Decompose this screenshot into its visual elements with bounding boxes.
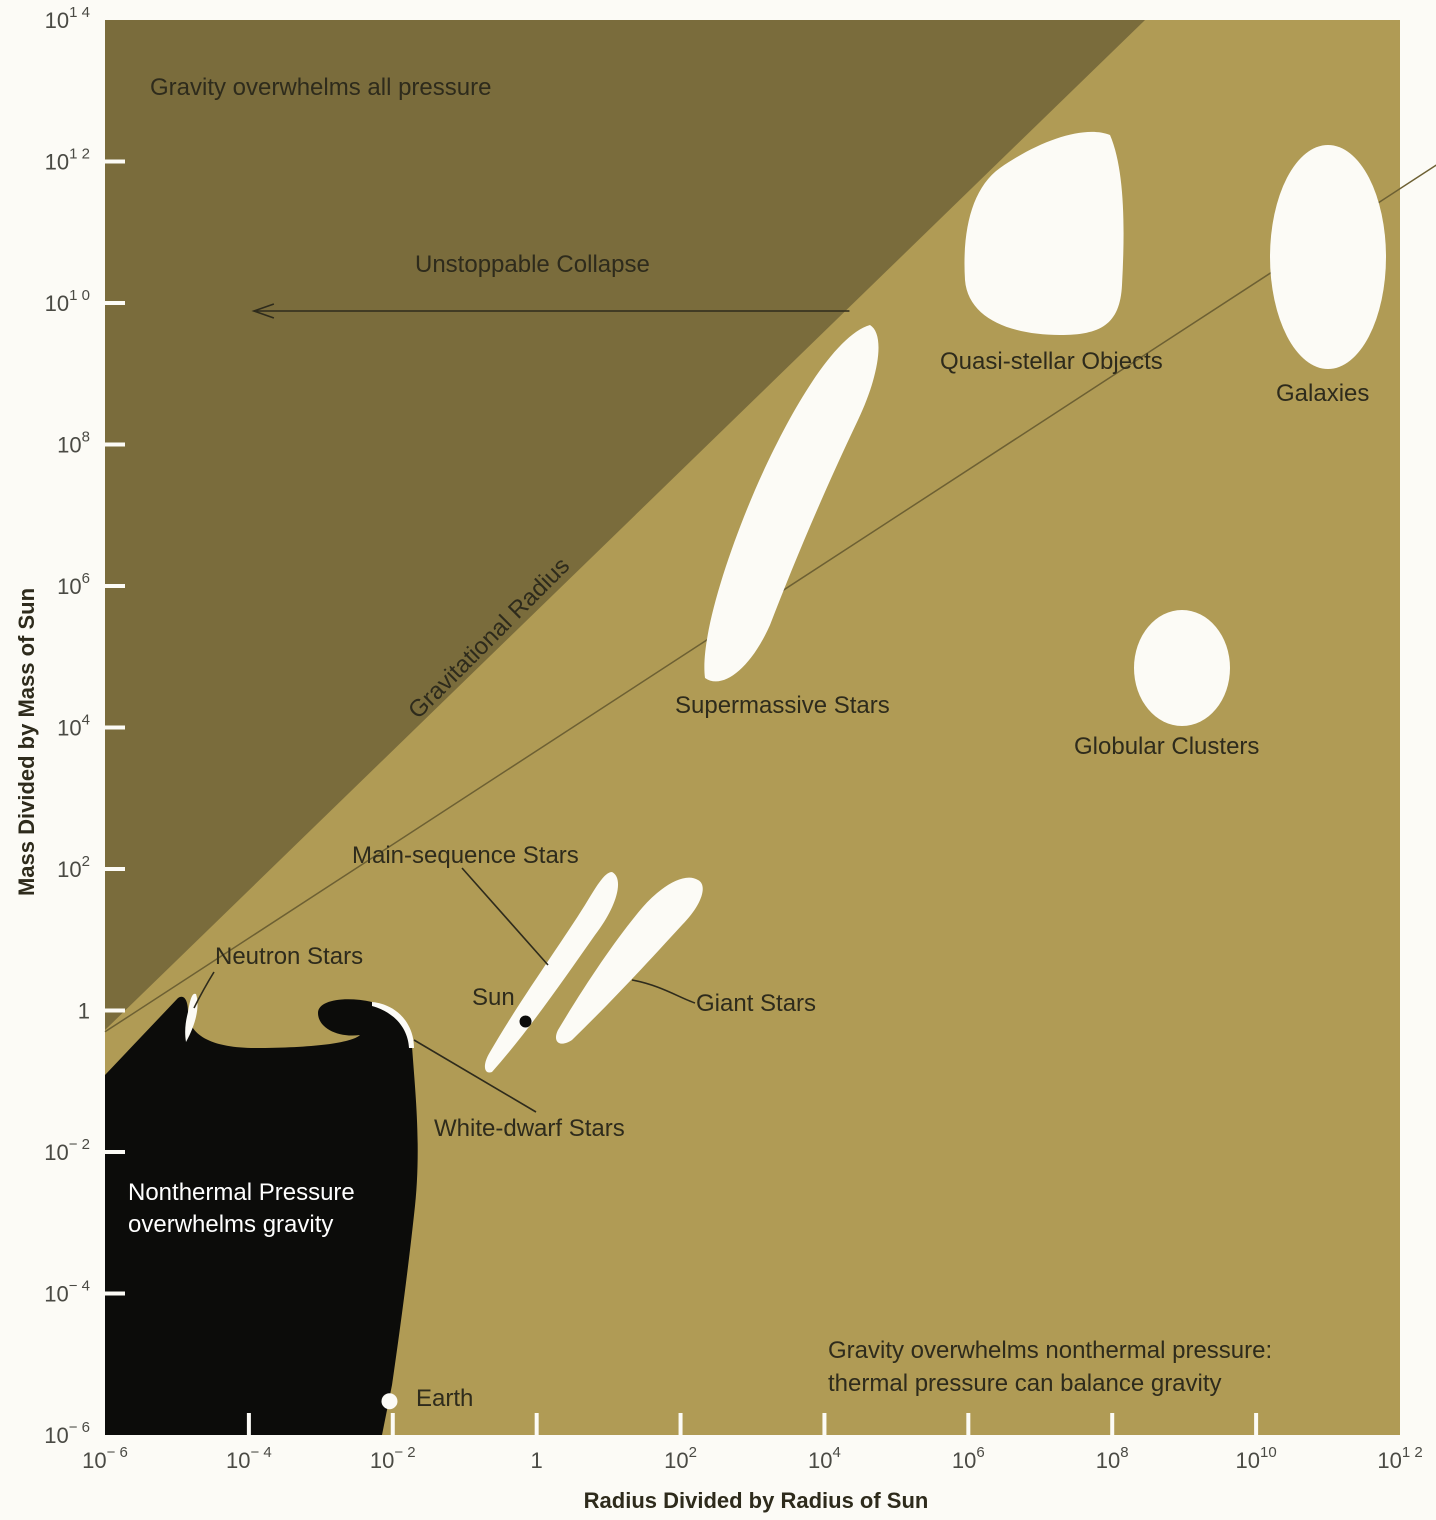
x-tick-label: 106 — [952, 1444, 985, 1473]
white-dwarf-stars-label: White-dwarf Stars — [434, 1115, 625, 1142]
main-sequence-blob — [484, 872, 619, 1073]
y-tick-label: 10− 4 — [44, 1278, 90, 1307]
x-tick-label: 10− 6 — [82, 1444, 128, 1473]
x-tick-label: 1010 — [1236, 1444, 1277, 1473]
y-tick-label: 102 — [57, 853, 90, 882]
x-tick-label: 10− 2 — [370, 1444, 416, 1473]
white-dwarf-leader — [413, 1039, 537, 1113]
collapse-label: Unstoppable Collapse — [415, 251, 650, 278]
x-tick-label: 10− 4 — [226, 1444, 272, 1473]
gravitational-radius-line — [104, 164, 1436, 1033]
gravity-region-label: Gravity overwhelms all pressure — [150, 74, 491, 101]
quasi-stellar-objects-label: Quasi-stellar Objects — [940, 348, 1163, 375]
sun-label: Sun — [472, 984, 515, 1011]
white-dwarf-sliver — [372, 1002, 414, 1048]
y-tick-label: 108 — [57, 429, 90, 458]
y-tick-label: 10− 2 — [44, 1136, 90, 1165]
neutron-stars-label: Neutron Stars — [215, 943, 363, 970]
galaxies-blob — [1270, 145, 1386, 369]
nonthermal-region — [105, 996, 418, 1435]
x-axis: 10− 6 10− 4 10− 2 1 102 104 106 108 1010 101 2 — [82, 1413, 1423, 1473]
thermal-region-label: Gravity overwhelms nonthermal pressure: … — [828, 1337, 1279, 1397]
main-sequence-label: Main-sequence Stars — [352, 842, 579, 869]
x-tick-label: 108 — [1096, 1444, 1129, 1473]
galaxies-label: Galaxies — [1276, 380, 1369, 407]
main-sequence-leader — [461, 867, 549, 966]
y-tick-label: 101 2 — [45, 146, 90, 175]
earth-label: Earth — [416, 1385, 473, 1412]
supermassive-stars-label: Supermassive Stars — [675, 692, 890, 719]
earth-point — [381, 1393, 398, 1410]
giant-stars-leader — [631, 979, 696, 1004]
gravity-region — [105, 20, 1145, 1030]
globular-clusters-blob — [1134, 610, 1230, 726]
y-tick-label: 1 — [78, 999, 90, 1024]
supermassive-stars-blob — [704, 325, 879, 682]
y-axis-title: Mass Divided by Mass of Sun — [14, 588, 39, 896]
y-tick-label: 104 — [57, 712, 90, 741]
y-tick-label: 101 0 — [45, 287, 90, 316]
x-tick-label: 101 2 — [1377, 1444, 1422, 1473]
globular-clusters-label: Globular Clusters — [1074, 733, 1259, 760]
y-tick-label: 101 4 — [45, 4, 90, 33]
x-tick-label: 102 — [664, 1444, 697, 1473]
giant-stars-blob — [555, 877, 703, 1044]
y-axis: 101 4 101 2 101 0 108 106 104 102 1 10− 2 10− 4 10… — [44, 4, 125, 1448]
sun-point — [519, 1015, 532, 1028]
y-tick-label: 10− 6 — [44, 1419, 90, 1448]
neutron-stars-leader — [193, 971, 215, 1009]
x-tick-label: 1 — [531, 1448, 543, 1473]
x-tick-label: 104 — [808, 1444, 841, 1473]
collapse-arrow — [251, 303, 850, 319]
giant-stars-label: Giant Stars — [696, 990, 816, 1017]
quasi-stellar-objects-blob — [964, 131, 1124, 335]
nonthermal-region-label: Nonthermal Pressure overwhelms gravity — [128, 1179, 361, 1238]
y-tick-label: 106 — [57, 570, 90, 599]
x-axis-title: Radius Divided by Radius of Sun — [584, 1488, 929, 1513]
